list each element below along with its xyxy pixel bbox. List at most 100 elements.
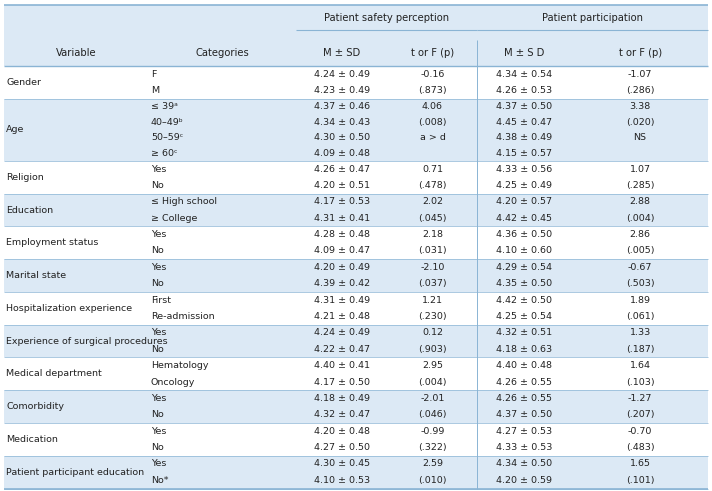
Text: -0.67: -0.67 — [628, 263, 652, 272]
Text: 4.20 ± 0.57: 4.20 ± 0.57 — [496, 197, 553, 206]
Text: Medication: Medication — [6, 435, 58, 444]
Text: 4.06: 4.06 — [422, 102, 443, 111]
Text: Yes: Yes — [151, 394, 167, 403]
Text: (.004): (.004) — [418, 378, 446, 386]
Text: 4.37 ± 0.50: 4.37 ± 0.50 — [496, 102, 553, 111]
Text: 4.26 ± 0.55: 4.26 ± 0.55 — [496, 378, 553, 386]
Text: 0.71: 0.71 — [422, 164, 443, 174]
Text: M ± SD: M ± SD — [323, 48, 360, 58]
Text: 4.09 ± 0.47: 4.09 ± 0.47 — [314, 246, 370, 255]
Text: 4.35 ± 0.50: 4.35 ± 0.50 — [496, 279, 553, 288]
Bar — [4, 193, 708, 226]
Text: 4.36 ± 0.50: 4.36 ± 0.50 — [496, 230, 553, 239]
Text: Yes: Yes — [151, 230, 167, 239]
Text: Oncology: Oncology — [151, 378, 195, 386]
Text: 4.38 ± 0.49: 4.38 ± 0.49 — [496, 133, 553, 142]
Text: t or F (p): t or F (p) — [619, 48, 661, 58]
Text: 4.31 ± 0.49: 4.31 ± 0.49 — [314, 296, 370, 304]
Text: 3.38: 3.38 — [629, 102, 651, 111]
Text: M: M — [151, 86, 159, 95]
Text: No: No — [151, 246, 164, 255]
Text: 4.33 ± 0.56: 4.33 ± 0.56 — [496, 164, 553, 174]
Text: (.903): (.903) — [418, 345, 447, 354]
Text: 4.20 ± 0.51: 4.20 ± 0.51 — [314, 181, 370, 190]
Text: 4.20 ± 0.59: 4.20 ± 0.59 — [496, 476, 553, 485]
Text: Yes: Yes — [151, 263, 167, 272]
Bar — [4, 423, 708, 456]
Text: Gender: Gender — [6, 78, 41, 87]
Text: Marital state: Marital state — [6, 271, 66, 280]
Text: 4.25 ± 0.54: 4.25 ± 0.54 — [496, 312, 553, 321]
Text: No*: No* — [151, 476, 169, 485]
Text: 4.32 ± 0.47: 4.32 ± 0.47 — [314, 410, 370, 419]
Text: 0.12: 0.12 — [422, 328, 443, 337]
Text: 2.59: 2.59 — [422, 460, 443, 468]
Text: -0.99: -0.99 — [420, 427, 445, 436]
Text: 1.21: 1.21 — [422, 296, 443, 304]
Text: (.101): (.101) — [626, 476, 654, 485]
Text: 4.34 ± 0.43: 4.34 ± 0.43 — [314, 118, 370, 127]
Text: (.008): (.008) — [418, 118, 446, 127]
Text: No: No — [151, 181, 164, 190]
Text: (.045): (.045) — [418, 214, 446, 223]
Text: -1.07: -1.07 — [628, 70, 652, 79]
Text: F: F — [151, 70, 156, 79]
Text: 4.26 ± 0.55: 4.26 ± 0.55 — [496, 394, 553, 403]
Text: 4.42 ± 0.50: 4.42 ± 0.50 — [496, 296, 553, 304]
Text: (.483): (.483) — [626, 443, 654, 452]
Text: (.103): (.103) — [626, 378, 654, 386]
Text: Yes: Yes — [151, 164, 167, 174]
Bar — [4, 456, 708, 489]
Text: 4.18 ± 0.49: 4.18 ± 0.49 — [314, 394, 370, 403]
Text: t or F (p): t or F (p) — [411, 48, 454, 58]
Text: M ± S D: M ± S D — [504, 48, 545, 58]
Text: 1.33: 1.33 — [629, 328, 651, 337]
Text: (.020): (.020) — [626, 118, 654, 127]
Text: ≥ 60ᶜ: ≥ 60ᶜ — [151, 149, 177, 158]
Text: (.010): (.010) — [418, 476, 446, 485]
Text: 2.88: 2.88 — [629, 197, 651, 206]
Text: No: No — [151, 410, 164, 419]
Text: (.061): (.061) — [626, 312, 654, 321]
Text: 4.27 ± 0.53: 4.27 ± 0.53 — [496, 427, 553, 436]
Text: -2.01: -2.01 — [420, 394, 445, 403]
Text: 4.30 ± 0.50: 4.30 ± 0.50 — [314, 133, 370, 142]
Text: ≥ College: ≥ College — [151, 214, 197, 223]
Text: (.873): (.873) — [418, 86, 447, 95]
Text: 4.26 ± 0.47: 4.26 ± 0.47 — [314, 164, 370, 174]
Text: Patient participation: Patient participation — [543, 13, 644, 23]
Text: No: No — [151, 279, 164, 288]
Text: 2.86: 2.86 — [629, 230, 651, 239]
Text: 4.20 ± 0.48: 4.20 ± 0.48 — [314, 427, 370, 436]
Text: (.230): (.230) — [418, 312, 447, 321]
Text: 4.42 ± 0.45: 4.42 ± 0.45 — [496, 214, 553, 223]
Bar — [4, 292, 708, 325]
Text: No: No — [151, 345, 164, 354]
Bar — [4, 259, 708, 292]
Text: (.285): (.285) — [626, 181, 654, 190]
Text: 2.18: 2.18 — [422, 230, 443, 239]
Text: 40–49ᵇ: 40–49ᵇ — [151, 118, 184, 127]
Text: 4.20 ± 0.49: 4.20 ± 0.49 — [314, 263, 370, 272]
Text: 4.45 ± 0.47: 4.45 ± 0.47 — [496, 118, 553, 127]
Text: 4.40 ± 0.41: 4.40 ± 0.41 — [314, 361, 370, 370]
Text: No: No — [151, 443, 164, 452]
Text: (.207): (.207) — [626, 410, 654, 419]
Text: 4.25 ± 0.49: 4.25 ± 0.49 — [496, 181, 553, 190]
Text: NS: NS — [634, 133, 646, 142]
Text: Variable: Variable — [56, 48, 96, 58]
Text: Yes: Yes — [151, 328, 167, 337]
Text: ≤ 39ᵃ: ≤ 39ᵃ — [151, 102, 178, 111]
Text: 4.28 ± 0.48: 4.28 ± 0.48 — [314, 230, 370, 239]
Bar — [4, 39, 708, 66]
Text: (.031): (.031) — [418, 246, 447, 255]
Text: 1.07: 1.07 — [629, 164, 651, 174]
Text: First: First — [151, 296, 171, 304]
Text: 4.34 ± 0.50: 4.34 ± 0.50 — [496, 460, 553, 468]
Bar — [4, 66, 708, 99]
Text: 4.15 ± 0.57: 4.15 ± 0.57 — [496, 149, 553, 158]
Text: ≤ High school: ≤ High school — [151, 197, 217, 206]
Text: 4.26 ± 0.53: 4.26 ± 0.53 — [496, 86, 553, 95]
Text: 4.10 ± 0.53: 4.10 ± 0.53 — [314, 476, 370, 485]
Text: (.187): (.187) — [626, 345, 654, 354]
